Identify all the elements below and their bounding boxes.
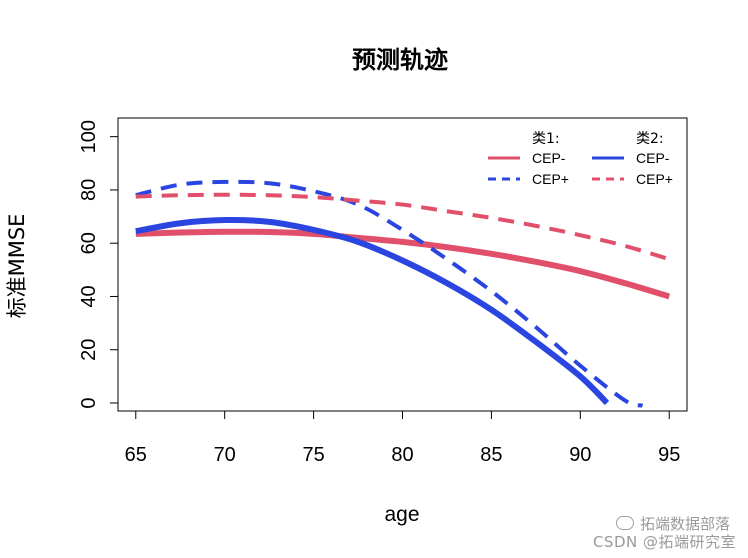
legend-label: CEP- [636,150,670,166]
legend: 类1: CEP- CEP+ 类2: CEP- CEP+ [488,131,673,187]
series-line-4 [135,192,670,262]
wechat-icon [615,516,634,530]
y-axis: 0 20 40 60 80 100 [78,120,119,409]
legend-group-heading: 类2: [636,131,664,147]
x-tick-label: 80 [391,444,413,466]
y-axis-label: 标准MMSE [5,214,29,319]
x-tick-label: 90 [569,444,591,466]
y-tick-label: 60 [78,232,100,254]
series-layer [135,179,671,408]
x-tick-label: 85 [480,444,502,466]
legend-label: CEP- [532,150,566,166]
x-tick-label: 75 [302,444,324,466]
chart-title: 预测轨迹 [352,46,448,74]
y-tick-label: 80 [78,179,100,201]
x-tick-label: 65 [125,444,147,466]
x-tick-label: 95 [658,444,680,466]
x-axis-label: age [384,503,419,526]
y-tick-label: 100 [78,120,100,153]
watermark-brand: 拓端数据部落 [615,513,730,534]
series-line-2 [135,179,644,408]
y-tick-label: 20 [78,339,100,361]
legend-label: CEP+ [636,171,673,187]
x-tick-label: 70 [214,444,236,466]
x-axis: 65 70 75 80 85 90 95 [125,410,680,466]
legend-label: CEP+ [532,171,569,187]
y-tick-label: 40 [78,285,100,307]
watermark-csdn: CSDN @拓端研究室 [592,533,736,551]
series-line-1 [135,228,671,300]
plot-frame [117,117,688,412]
y-tick-label: 0 [78,397,100,408]
legend-group-heading: 类1: [532,131,560,147]
watermark-brand-text: 拓端数据部落 [639,515,730,533]
series-line-3 [135,216,610,406]
